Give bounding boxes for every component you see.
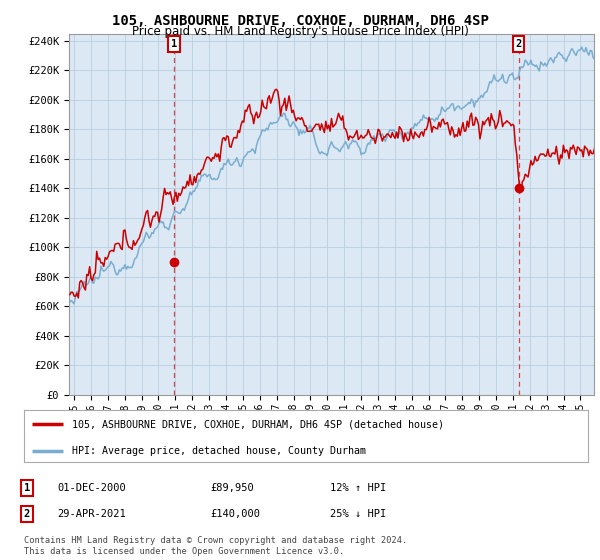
Text: £140,000: £140,000 bbox=[210, 509, 260, 519]
Text: Contains HM Land Registry data © Crown copyright and database right 2024.
This d: Contains HM Land Registry data © Crown c… bbox=[24, 536, 407, 556]
Text: HPI: Average price, detached house, County Durham: HPI: Average price, detached house, Coun… bbox=[72, 446, 366, 456]
Text: Price paid vs. HM Land Registry's House Price Index (HPI): Price paid vs. HM Land Registry's House … bbox=[131, 25, 469, 38]
Text: 105, ASHBOURNE DRIVE, COXHOE, DURHAM, DH6 4SP: 105, ASHBOURNE DRIVE, COXHOE, DURHAM, DH… bbox=[112, 14, 488, 28]
Text: 105, ASHBOURNE DRIVE, COXHOE, DURHAM, DH6 4SP (detached house): 105, ASHBOURNE DRIVE, COXHOE, DURHAM, DH… bbox=[72, 419, 444, 430]
Text: 25% ↓ HPI: 25% ↓ HPI bbox=[330, 509, 386, 519]
Text: 01-DEC-2000: 01-DEC-2000 bbox=[57, 483, 126, 493]
Text: 1: 1 bbox=[24, 483, 30, 493]
Text: 2: 2 bbox=[24, 509, 30, 519]
Text: 12% ↑ HPI: 12% ↑ HPI bbox=[330, 483, 386, 493]
Text: 29-APR-2021: 29-APR-2021 bbox=[57, 509, 126, 519]
Text: £89,950: £89,950 bbox=[210, 483, 254, 493]
Text: 2: 2 bbox=[515, 39, 521, 49]
Text: 1: 1 bbox=[171, 39, 177, 49]
